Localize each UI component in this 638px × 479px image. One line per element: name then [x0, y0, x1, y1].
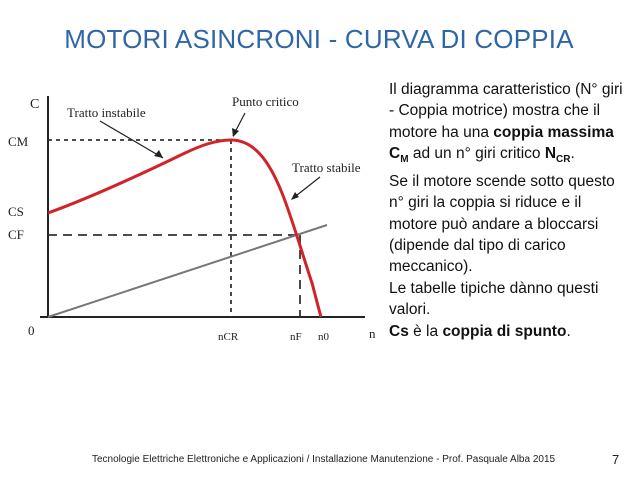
torque-curve: [47, 138, 323, 318]
annotation-stable: Tratto stabile: [292, 160, 361, 175]
arrow-unstable: [99, 120, 164, 159]
annotation-critical: Punto critico: [232, 94, 299, 109]
x-axis-label: n: [369, 326, 376, 341]
description-paragraph-1: Il diagramma caratteristico (N° giri - C…: [389, 81, 623, 166]
nf-label: nF: [290, 331, 302, 343]
origin-label: 0: [28, 323, 35, 338]
annotation-unstable: Tratto instabile: [67, 105, 146, 120]
n0-label: n0: [318, 331, 330, 343]
cs-label: CS: [8, 204, 24, 219]
description-text: Il diagramma caratteristico (N° giri - C…: [389, 79, 629, 342]
description-paragraph-2: Se il motore scende sotto questo n° giri…: [389, 172, 615, 276]
cf-label: CF: [8, 227, 24, 242]
ncr-label: nCR: [218, 331, 239, 343]
slide-footer: Tecnologie Elettriche Elettroniche e App…: [92, 454, 556, 465]
torque-curve-diagram: C n 0 CM CS CF nCR nF n0 Tratto instabil…: [8, 94, 376, 343]
load-torque-line: [47, 224, 328, 318]
slide-title: MOTORI ASINCRONI - CURVA DI COPPIA: [64, 24, 574, 54]
arrow-stable: [291, 176, 321, 200]
description-paragraph-4: Cs è la coppia di spunto.: [389, 322, 571, 340]
description-paragraph-3: Le tabelle tipiche dànno questi valori.: [389, 279, 599, 319]
page-number: 7: [612, 452, 620, 467]
arrow-critical: [232, 112, 246, 137]
cm-label: CM: [8, 134, 29, 149]
y-axis-label: C: [30, 97, 39, 112]
